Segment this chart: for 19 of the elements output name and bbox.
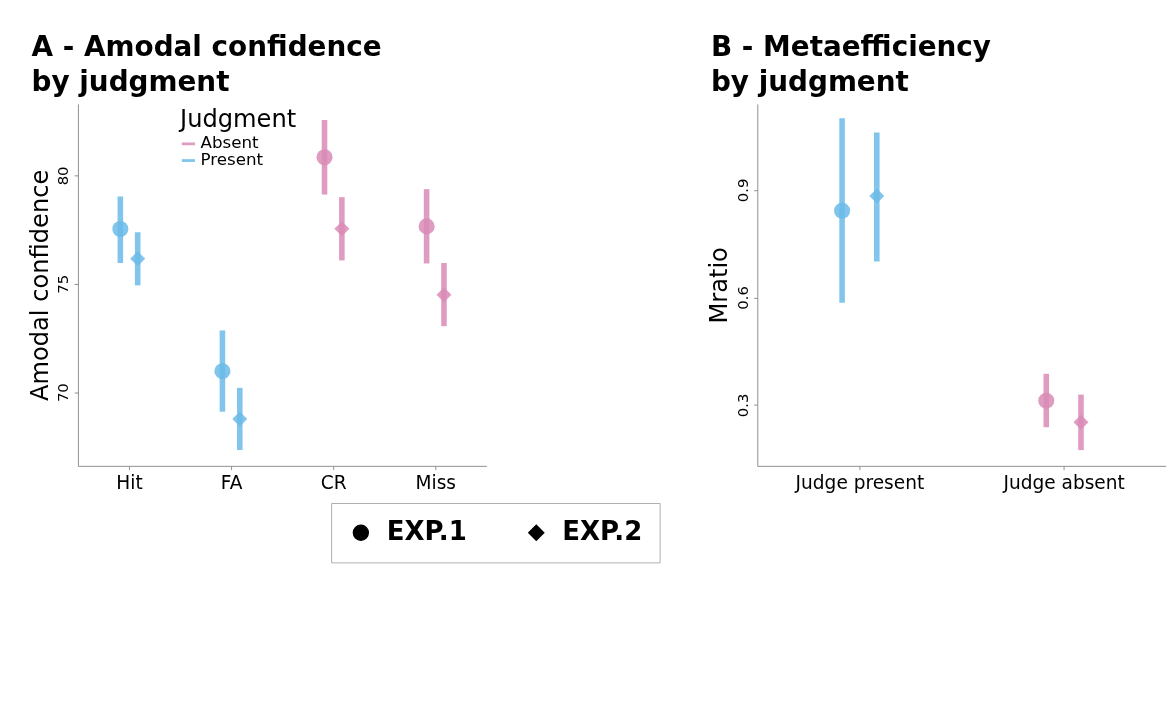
y-tick-label: 80	[54, 166, 72, 186]
x-tick-label: FA	[220, 471, 243, 493]
legend-title: Judgment	[178, 105, 297, 134]
y-tick-label: 70	[54, 383, 72, 403]
x-tick-label: Hit	[116, 471, 143, 493]
y-tick-label: 0.9	[733, 178, 751, 203]
x-tick-label: Judge absent	[1002, 471, 1125, 493]
text: EXP.2	[562, 516, 643, 547]
y-axis-title: Mratio	[705, 247, 734, 324]
x-tick-label: CR	[320, 471, 347, 493]
y-tick-label: 0.3	[733, 393, 751, 418]
chart-title: B - Metaefficiency by judgment	[710, 29, 991, 98]
y-axis-title: Amodal confidence	[25, 169, 54, 402]
y-tick-label: 75	[54, 274, 72, 294]
x-tick-label: Miss	[415, 471, 456, 493]
x-tick-label: Judge present	[794, 471, 925, 493]
text: EXP.1	[386, 516, 467, 547]
chart-title: A - Amodal confidence by judgment	[31, 29, 382, 98]
y-tick-label: 0.6	[733, 286, 751, 310]
